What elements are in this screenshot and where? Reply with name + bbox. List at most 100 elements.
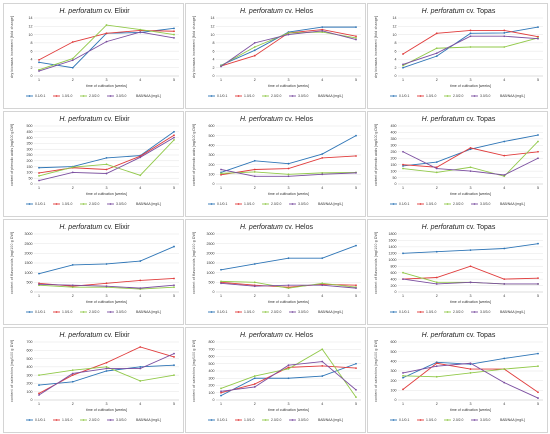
data-point bbox=[38, 374, 40, 377]
y-tick-label: 10 bbox=[393, 33, 397, 37]
data-point bbox=[105, 168, 108, 171]
data-point bbox=[402, 372, 404, 374]
x-tick-label: 5 bbox=[537, 78, 539, 82]
data-point bbox=[139, 174, 142, 177]
data-point bbox=[503, 357, 506, 360]
data-point bbox=[469, 372, 472, 374]
legend-marker bbox=[28, 311, 31, 313]
data-point bbox=[173, 33, 175, 36]
y-tick-label: 1600 bbox=[389, 239, 397, 243]
chart-title: H. perforatum cv. Topas bbox=[422, 224, 496, 231]
x-tick-label: 1 bbox=[38, 78, 40, 82]
data-point bbox=[105, 361, 108, 364]
y-tick-label: 4 bbox=[395, 58, 397, 62]
series-line-1 bbox=[402, 243, 539, 254]
legend-marker bbox=[237, 203, 240, 205]
y-tick-label: 0 bbox=[395, 74, 397, 78]
data-point bbox=[469, 35, 472, 38]
legend-entry: 2.0/2.0 bbox=[271, 310, 281, 314]
x-tick-label: 2 bbox=[254, 186, 256, 190]
data-point bbox=[71, 41, 74, 43]
data-point bbox=[220, 282, 222, 285]
y-axis-label: content of catechins [mg/100 g DW] bbox=[10, 340, 14, 402]
legend-marker bbox=[264, 203, 267, 205]
data-point bbox=[402, 374, 404, 377]
legend-marker bbox=[264, 95, 267, 97]
x-tick-label: 3 bbox=[288, 294, 290, 298]
data-point bbox=[253, 41, 256, 44]
y-tick-label: 0 bbox=[213, 182, 215, 186]
x-tick-label: 3 bbox=[470, 186, 472, 190]
line-chart: H. perforatum cv. Topas 0 200 400 600 800 1000… bbox=[374, 224, 543, 314]
y-axis-label: content of flavonoids [mg/100 g DW] bbox=[192, 232, 196, 294]
legend-marker bbox=[55, 311, 58, 313]
y-tick-label: 400 bbox=[391, 131, 397, 135]
x-tick-label: 5 bbox=[355, 78, 357, 82]
legend-marker bbox=[291, 419, 294, 421]
data-point bbox=[71, 66, 74, 69]
data-point bbox=[71, 369, 74, 372]
data-point bbox=[355, 134, 357, 137]
y-tick-label: 0 bbox=[31, 74, 33, 78]
data-point bbox=[105, 157, 108, 159]
x-tick-label: 1 bbox=[38, 294, 40, 298]
data-point bbox=[355, 171, 357, 174]
chart-panel-5: H. perforatum cv. Helos 0 100 200 300 400 500 6… bbox=[185, 111, 366, 217]
y-tick-label: 300 bbox=[391, 369, 397, 373]
data-point bbox=[139, 156, 142, 159]
x-tick-label: 2 bbox=[72, 294, 74, 298]
y-tick-label: 250 bbox=[27, 153, 33, 157]
legend-marker bbox=[55, 419, 58, 421]
data-point bbox=[435, 52, 438, 55]
data-point bbox=[321, 173, 324, 176]
legend-entry: 3.0/3.0 bbox=[298, 418, 308, 422]
y-tick-label: 100 bbox=[391, 169, 397, 173]
y-tick-label: 8 bbox=[395, 41, 397, 45]
data-point bbox=[402, 63, 404, 66]
series-line-3 bbox=[38, 24, 175, 71]
data-point bbox=[38, 384, 40, 386]
data-point bbox=[537, 35, 539, 38]
legend-entry: 1.0/1.0 bbox=[62, 202, 72, 206]
data-point bbox=[537, 150, 539, 153]
series-line-4 bbox=[402, 35, 539, 65]
data-point bbox=[355, 284, 357, 287]
data-point bbox=[173, 284, 175, 287]
legend-marker bbox=[291, 95, 294, 97]
legend-marker bbox=[446, 419, 449, 421]
y-tick-label: 150 bbox=[391, 163, 397, 167]
x-tick-label: 1 bbox=[220, 186, 222, 190]
chart-panel-4: H. perforatum cv. Elixir 0 50 100 150 200 250 3… bbox=[3, 111, 184, 217]
data-point bbox=[71, 171, 74, 174]
legend-title: BAB/NAA [mg/L] bbox=[318, 310, 343, 314]
x-tick-label: 2 bbox=[254, 402, 256, 406]
data-point bbox=[253, 171, 256, 173]
data-point bbox=[402, 252, 404, 255]
data-point bbox=[435, 365, 438, 368]
data-point bbox=[105, 24, 108, 26]
data-point bbox=[220, 394, 222, 397]
x-tick-label: 2 bbox=[436, 294, 438, 298]
x-tick-label: 1 bbox=[38, 186, 40, 190]
legend-title: BAB/NAA [mg/L] bbox=[500, 94, 525, 98]
y-axis-label: content of catechins [mg/100 g DW] bbox=[192, 340, 196, 402]
data-point bbox=[435, 375, 438, 378]
legend-entry: 3.0/3.0 bbox=[298, 310, 308, 314]
y-tick-label: 2000 bbox=[25, 252, 33, 256]
y-tick-label: 6 bbox=[395, 49, 397, 53]
data-point bbox=[173, 27, 175, 30]
data-point bbox=[435, 161, 438, 163]
y-axis-label: content of phenolic acids [mg/100 g DW] bbox=[10, 124, 14, 186]
data-point bbox=[139, 260, 142, 262]
legend-marker bbox=[446, 311, 449, 313]
data-point bbox=[38, 166, 40, 169]
y-tick-label: 400 bbox=[209, 144, 215, 148]
data-point bbox=[253, 375, 256, 377]
data-point bbox=[173, 245, 175, 248]
legend-marker bbox=[210, 311, 213, 313]
x-axis-label: time of cultivation [weeks] bbox=[268, 84, 309, 88]
legend-entry: 1.0/1.0 bbox=[244, 202, 254, 206]
data-point bbox=[469, 166, 472, 169]
legend-entry: 2.0/2.0 bbox=[89, 310, 99, 314]
data-point bbox=[503, 29, 506, 32]
